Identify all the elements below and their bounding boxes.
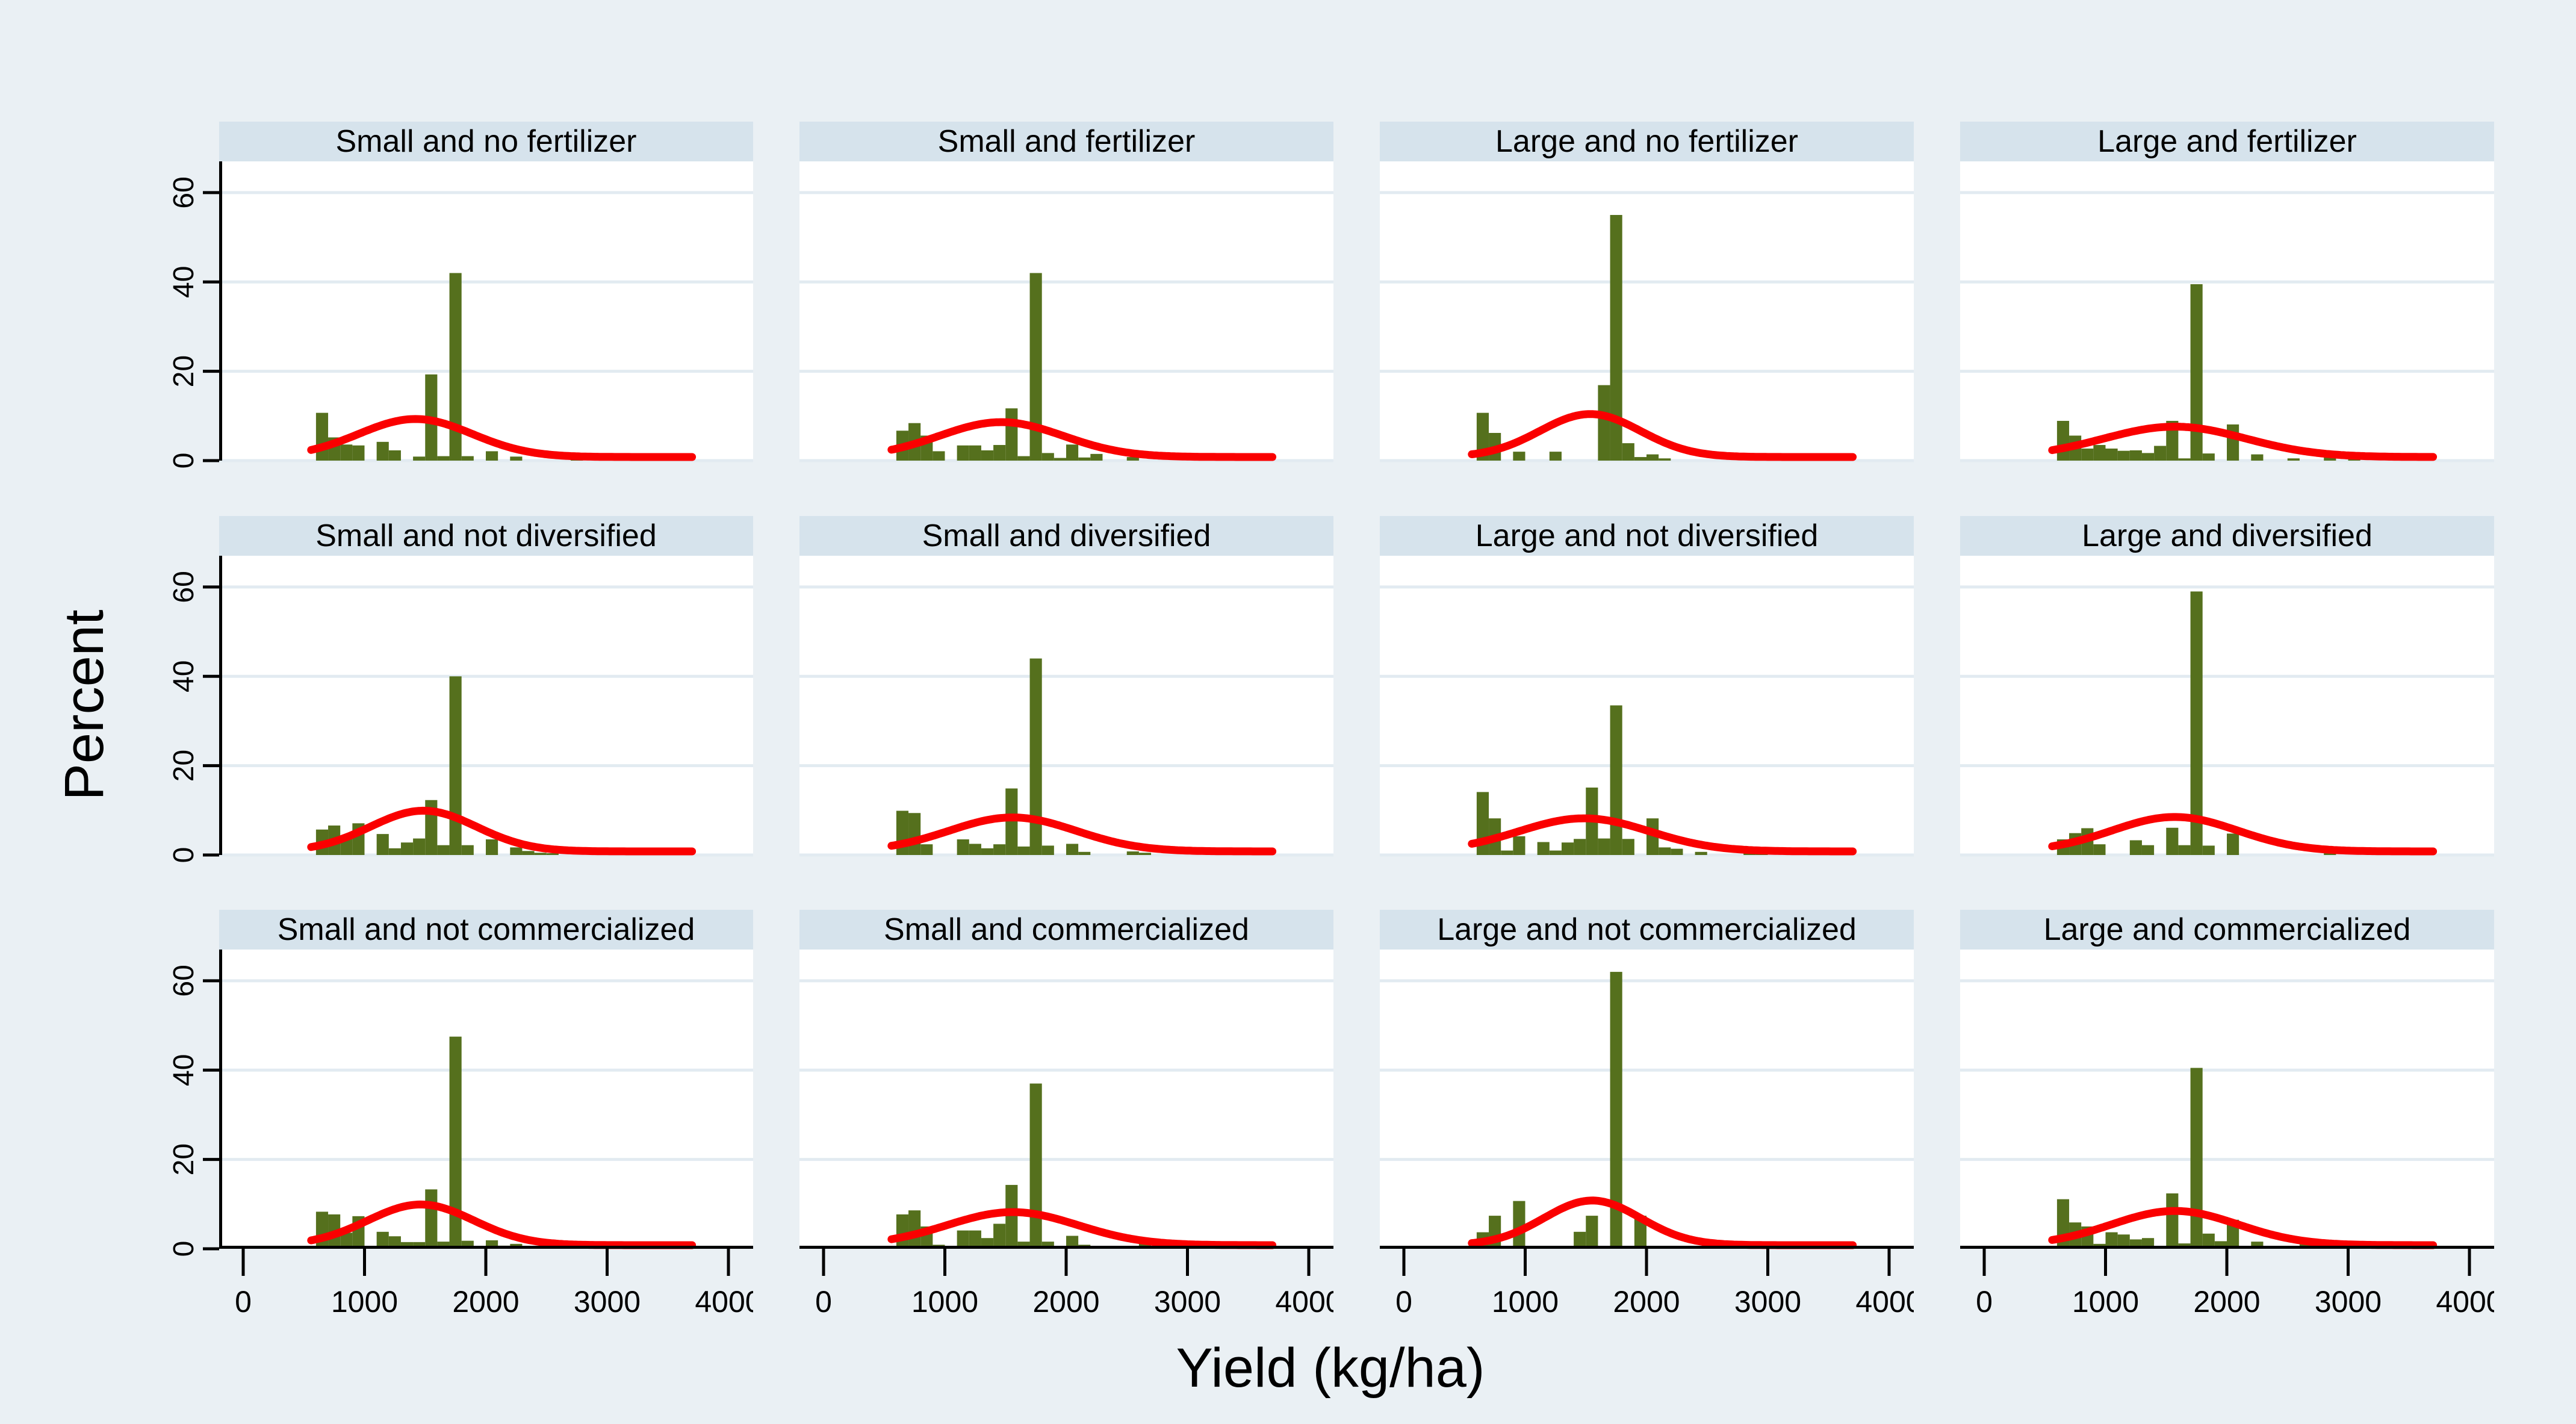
panel-title: Small and not commercialized — [219, 909, 753, 950]
y-tick-label: 60 — [168, 176, 200, 208]
y-tick-label: 20 — [168, 355, 200, 387]
panel-small-and-not-commercialized: Small and not commercialized 0 20 40 60 0 100… — [147, 909, 753, 1327]
y-tick-label: 40 — [168, 660, 200, 692]
panel-large-and-diversified: Large and diversified — [1888, 515, 2494, 933]
y-axis-title: Percent — [53, 609, 115, 801]
x-tick-label: 2000 — [2193, 1285, 2260, 1319]
panel-title: Small and commercialized — [799, 909, 1333, 950]
histogram-plot: 0 1000 2000 3000 4000 — [1380, 949, 1914, 1319]
panel-title: Large and not diversified — [1380, 515, 1914, 556]
panel-title: Large and no fertilizer — [1380, 122, 1914, 161]
histogram-plot — [799, 555, 1333, 856]
y-tick-label: 40 — [168, 266, 200, 298]
x-tick-label: 1000 — [911, 1285, 978, 1319]
y-tick-label: 0 — [168, 1240, 200, 1257]
panel-title: Small and no fertilizer — [219, 122, 753, 161]
panel-title: Small and fertilizer — [799, 122, 1333, 161]
y-tick-label: 20 — [168, 1143, 200, 1175]
x-tick-label: 1000 — [331, 1285, 398, 1319]
panel-small-and-diversified: Small and diversified — [727, 515, 1333, 933]
panel-title: Large and diversified — [1960, 515, 2494, 556]
y-tick-label: 0 — [168, 847, 200, 863]
y-tick-label: 20 — [168, 749, 200, 781]
histogram-plot — [1960, 555, 2494, 856]
panel-title: Small and not diversified — [219, 515, 753, 556]
panel-large-and-not-diversified: Large and not diversified — [1308, 515, 1914, 933]
panel-title: Large and not commercialized — [1380, 909, 1914, 950]
x-tick-label: 1000 — [2072, 1285, 2139, 1319]
y-tick-label: 60 — [168, 965, 200, 996]
panel-small-and-commercialized: Small and commercialized 0 1000 2000 3000 40… — [727, 909, 1333, 1327]
x-tick-label: 2000 — [1032, 1285, 1099, 1319]
panel-title: Large and fertilizer — [1960, 122, 2494, 161]
histogram-plot — [1380, 555, 1914, 856]
histogram-plot: 0 20 40 60 0 1000 2000 3000 4000 — [168, 949, 753, 1319]
histogram-plot — [1960, 161, 2494, 462]
x-tick-label: 0 — [1976, 1285, 1993, 1319]
histogram-plot: 0 1000 2000 3000 4000 — [1960, 949, 2494, 1319]
histogram-plot — [1380, 161, 1914, 462]
panel-large-and-commercialized: Large and commercialized 0 1000 2000 3000 40… — [1888, 909, 2494, 1327]
x-axis-title: Yield (kg/ha) — [1176, 1337, 1485, 1399]
histogram-plot: 0 20 40 60 — [168, 161, 753, 469]
y-tick-label: 0 — [168, 453, 200, 469]
x-tick-label: 2000 — [452, 1285, 519, 1319]
x-tick-label: 4000 — [695, 1285, 753, 1319]
x-tick-label: 0 — [815, 1285, 832, 1319]
x-tick-label: 1000 — [1492, 1285, 1559, 1319]
histogram-plot: 0 1000 2000 3000 4000 — [799, 949, 1333, 1319]
y-tick-label: 60 — [168, 571, 200, 603]
x-tick-label: 4000 — [1855, 1285, 1914, 1319]
x-tick-label: 0 — [1395, 1285, 1412, 1319]
y-tick-label: 40 — [168, 1054, 200, 1086]
x-tick-label: 4000 — [1275, 1285, 1333, 1319]
x-tick-label: 0 — [235, 1285, 252, 1319]
panel-small-and-not-diversified: Small and not diversified 0 20 40 60 — [147, 515, 753, 933]
x-tick-label: 3000 — [1734, 1285, 1801, 1319]
panel-title: Small and diversified — [799, 515, 1333, 556]
histogram-plot — [799, 161, 1333, 462]
x-tick-label: 4000 — [2436, 1285, 2494, 1319]
panel-large-and-no-fertilizer: Large and no fertilizer — [1308, 122, 1914, 539]
panel-small-and-no-fertilizer: Small and no fertilizer 0 20 40 60 — [147, 122, 753, 539]
x-tick-label: 2000 — [1613, 1285, 1680, 1319]
x-tick-label: 3000 — [574, 1285, 641, 1319]
histogram-plot: 0 20 40 60 — [168, 555, 753, 863]
panel-small-and-fertilizer: Small and fertilizer — [727, 122, 1333, 539]
x-tick-label: 3000 — [2315, 1285, 2382, 1319]
panel-large-and-not-commercialized: Large and not commercialized 0 1000 2000 30… — [1308, 909, 1914, 1327]
panel-large-and-fertilizer: Large and fertilizer — [1888, 122, 2494, 539]
x-tick-label: 3000 — [1154, 1285, 1221, 1319]
panel-title: Large and commercialized — [1960, 909, 2494, 950]
